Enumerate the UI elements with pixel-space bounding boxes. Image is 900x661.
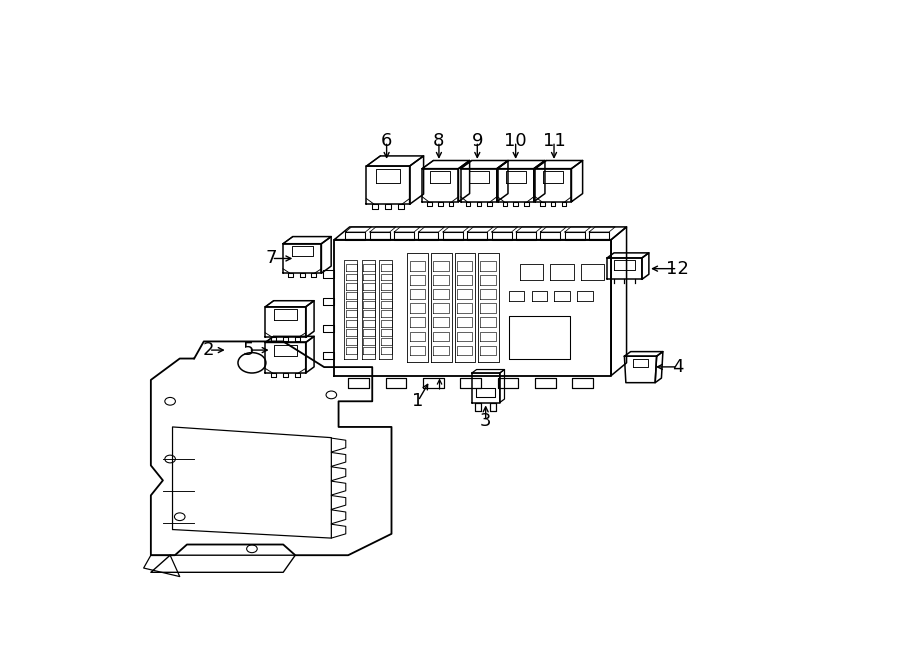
Text: 6: 6 [381, 132, 392, 151]
Text: 11: 11 [543, 132, 565, 151]
Text: 9: 9 [472, 132, 483, 151]
Text: 1: 1 [412, 392, 424, 410]
Text: 2: 2 [203, 341, 214, 359]
Text: 4: 4 [671, 358, 683, 376]
Text: 5: 5 [243, 341, 255, 359]
Text: 8: 8 [433, 132, 445, 151]
Text: 12: 12 [666, 260, 688, 278]
Text: 3: 3 [480, 412, 491, 430]
Text: 7: 7 [266, 249, 277, 268]
Text: 10: 10 [504, 132, 527, 151]
